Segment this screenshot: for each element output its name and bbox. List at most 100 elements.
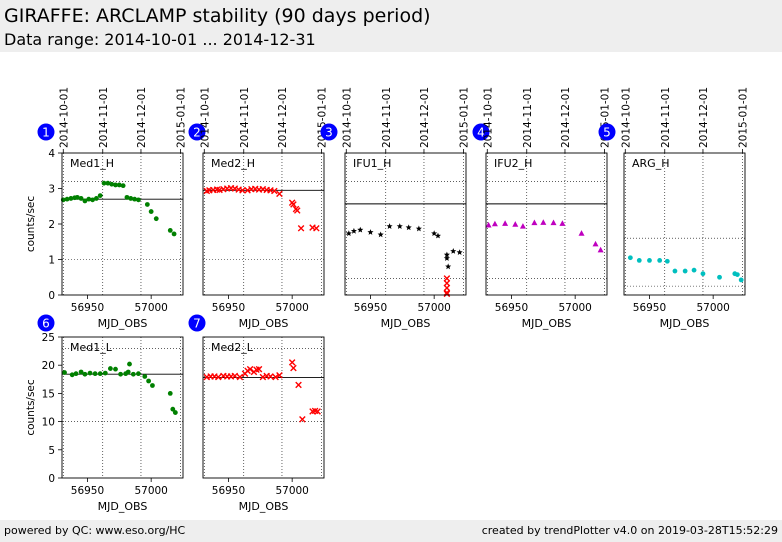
- data-point: [738, 277, 744, 283]
- outlier-point: [443, 275, 451, 282]
- panel-number-badge: [598, 123, 616, 141]
- data-point: [214, 373, 222, 381]
- date-tick-label: 2014-11-01: [239, 87, 251, 148]
- panel-label: Med1_L: [70, 341, 113, 354]
- data-point: [450, 248, 457, 254]
- panel-number-badge: [188, 314, 206, 332]
- data-point: [691, 267, 697, 273]
- data-point: [113, 366, 118, 372]
- panel-label: IFU1_H: [353, 157, 391, 170]
- data-point: [146, 378, 152, 384]
- data-point: [350, 227, 357, 234]
- x-tick-label: 57000: [134, 302, 167, 314]
- y-tick-label: 5: [48, 445, 55, 457]
- data-point: [150, 383, 155, 388]
- y-tick-label: 4: [48, 148, 55, 160]
- data-point: [540, 219, 547, 225]
- panel-number: 2: [193, 126, 201, 140]
- data-point: [636, 257, 642, 263]
- panel-label: Med1_H: [70, 157, 114, 170]
- data-point: [299, 416, 306, 423]
- data-point: [276, 372, 283, 379]
- panel-med2-l: 56950 57000 MJD_OBS Med2_L 7: [188, 314, 325, 513]
- data-point: [592, 240, 599, 247]
- data-point: [109, 181, 115, 187]
- data-point: [700, 271, 706, 277]
- data-point: [293, 207, 301, 214]
- data-point: [120, 183, 126, 189]
- x-axis-label: MJD_OBS: [98, 317, 148, 330]
- data-point: [550, 219, 557, 226]
- x-tick-label: 56950: [633, 302, 666, 314]
- y-tick-label: 3: [48, 184, 55, 196]
- data-point: [647, 257, 652, 263]
- data-point: [153, 216, 159, 222]
- data-point: [87, 370, 93, 376]
- data-point: [92, 371, 98, 377]
- data-point: [717, 274, 722, 280]
- data-point: [443, 251, 450, 258]
- x-tick-label: 56950: [212, 485, 245, 497]
- y-tick-label: 0: [48, 290, 55, 302]
- data-point: [267, 373, 274, 380]
- data-point: [90, 197, 95, 203]
- panel-number-badge: [37, 314, 55, 332]
- y-tick-label: 1: [48, 255, 55, 267]
- data-point: [259, 373, 267, 381]
- data-point: [172, 410, 178, 415]
- date-tick-label: 2014-11-01: [522, 87, 534, 148]
- panel-label: ARG_H: [632, 157, 669, 170]
- footer-created: created by trendPlotter v4.0 on 2019-03-…: [481, 524, 778, 537]
- data-point: [108, 366, 113, 371]
- data-point: [377, 231, 384, 238]
- x-tick-label: 57000: [134, 485, 167, 497]
- x-axis-label: MJD_OBS: [98, 500, 148, 513]
- panel-ifu1-h: 56950 57000 MJD_OBS IFU1_H 3 2014-10-01 2014-1…: [320, 87, 470, 330]
- date-tick-label: 2014-11-01: [660, 87, 672, 148]
- data-point: [578, 230, 585, 236]
- data-point: [313, 224, 320, 232]
- data-point: [148, 209, 154, 214]
- panel-frame: [623, 152, 746, 296]
- data-point: [672, 268, 678, 274]
- outlier-point: [443, 290, 451, 298]
- date-tick-label: 2014-11-01: [98, 87, 110, 148]
- panel-number: 7: [193, 317, 201, 331]
- data-point: [386, 223, 393, 229]
- x-axis-label: MJD_OBS: [381, 317, 431, 330]
- outlier-point: [443, 279, 451, 287]
- date-tick-label: 2015-01-01: [458, 87, 470, 148]
- panel-number: 3: [325, 126, 333, 140]
- data-point: [405, 224, 412, 231]
- data-point: [78, 369, 84, 375]
- outlier-point: [443, 289, 451, 296]
- data-point: [491, 220, 498, 227]
- data-point: [519, 223, 526, 229]
- panel-frame: [344, 152, 467, 296]
- x-tick-label: 57000: [558, 302, 591, 314]
- data-point: [288, 359, 296, 366]
- data-point: [62, 370, 67, 375]
- page-title: GIRAFFE: ARCLAMP stability (90 days peri…: [4, 5, 431, 27]
- data-point: [124, 194, 130, 200]
- panel-frame: [485, 152, 608, 296]
- data-point: [231, 372, 239, 380]
- data-point: [170, 406, 176, 412]
- data-point: [415, 225, 422, 232]
- data-point: [290, 364, 297, 372]
- data-point: [357, 226, 364, 233]
- data-point: [74, 194, 80, 200]
- x-tick-label: 56950: [71, 302, 104, 314]
- panel-number-badge: [188, 123, 206, 141]
- date-tick-label: 2015-01-01: [737, 87, 749, 148]
- data-point: [367, 229, 374, 235]
- y-axis-label: counts/sec: [25, 196, 37, 253]
- panel-frame: [61, 336, 184, 479]
- panel-label: Med2_H: [211, 157, 255, 170]
- panel-frame: [202, 336, 325, 479]
- data-point: [255, 365, 263, 373]
- panel-number-badge: [320, 123, 338, 141]
- data-point: [597, 246, 604, 253]
- data-point: [434, 232, 442, 239]
